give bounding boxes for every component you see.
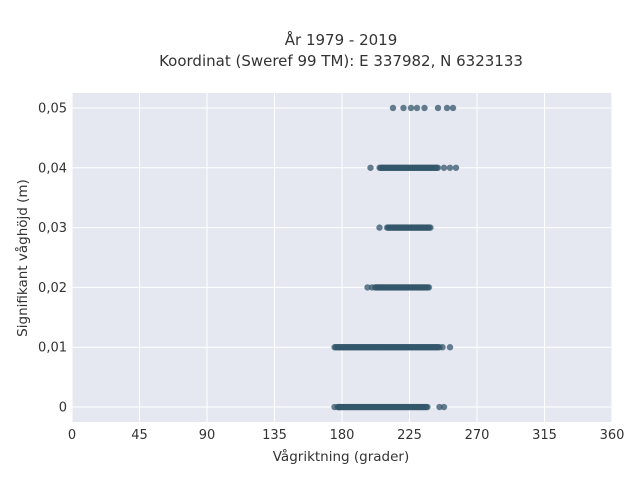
y-tick-label: 0,02 — [38, 281, 67, 296]
data-point — [440, 164, 448, 171]
data-point — [368, 284, 376, 291]
y-axis-label: Signifikant våghöjd (m) — [14, 179, 31, 337]
data-point — [446, 164, 454, 171]
x-tick-label: 225 — [397, 428, 422, 443]
data-point — [436, 403, 443, 411]
data-points — [331, 104, 460, 411]
data-point — [364, 284, 371, 291]
data-point — [434, 164, 442, 171]
data-point — [427, 224, 434, 231]
x-tick-label: 135 — [262, 428, 287, 443]
x-tick-label: 90 — [199, 428, 216, 443]
x-axis-label: Vågriktning (grader) — [273, 448, 410, 465]
x-tick-label: 45 — [131, 428, 148, 443]
data-point — [367, 164, 374, 171]
data-point — [425, 284, 433, 291]
data-point — [335, 403, 343, 411]
data-point — [439, 344, 446, 351]
data-point — [440, 403, 448, 411]
data-point — [424, 403, 431, 411]
data-point — [400, 104, 407, 112]
x-tick-label: 270 — [465, 428, 490, 443]
y-tick-labels: 0 0,01 0,02 0,03 0,04 0,05 — [38, 101, 67, 415]
y-tick-label: 0,05 — [38, 101, 67, 116]
y-tick-label: 0,01 — [38, 341, 67, 356]
data-point — [331, 403, 338, 411]
data-point — [389, 104, 397, 112]
x-tick-label: 360 — [600, 428, 625, 443]
x-tick-label: 180 — [330, 428, 355, 443]
data-point — [421, 104, 428, 112]
x-tick-label: 315 — [532, 428, 557, 443]
x-tick-label: 0 — [68, 428, 76, 443]
chart-title-line1: År 1979 - 2019 — [285, 30, 398, 49]
y-tick-label: 0,03 — [38, 221, 67, 236]
data-point — [407, 104, 415, 112]
data-point — [434, 104, 442, 112]
data-point — [376, 224, 383, 231]
y-tick-label: 0,04 — [38, 161, 67, 176]
y-tick-label: 0 — [59, 401, 67, 416]
data-point — [452, 164, 460, 171]
data-point — [449, 104, 457, 112]
data-point — [443, 104, 451, 112]
data-point — [413, 104, 421, 112]
x-tick-labels: 0 45 90 135 180 225 270 315 360 — [68, 428, 625, 443]
chart-title-line2: Koordinat (Sweref 99 TM): E 337982, N 63… — [159, 52, 523, 70]
data-point — [446, 344, 454, 351]
